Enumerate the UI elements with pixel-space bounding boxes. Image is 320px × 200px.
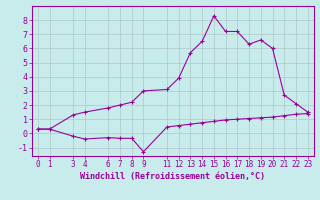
X-axis label: Windchill (Refroidissement éolien,°C): Windchill (Refroidissement éolien,°C) — [80, 172, 265, 181]
